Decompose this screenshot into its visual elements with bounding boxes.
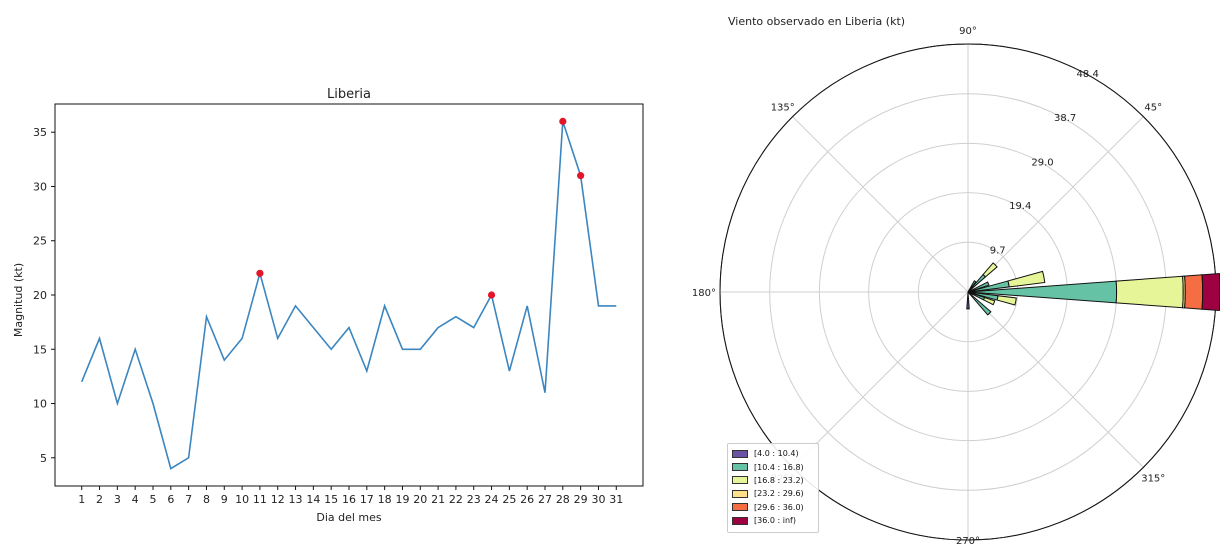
- radial-tick-label: 29.0: [1031, 157, 1053, 168]
- x-tick-label: 8: [203, 493, 210, 506]
- windrose-bar-segment: [969, 281, 990, 292]
- x-tick-label: 29: [574, 493, 588, 506]
- x-axis-label: Dia del mes: [316, 511, 382, 524]
- x-tick-label: 3: [114, 493, 121, 506]
- windrose-bar-segment: [982, 296, 996, 306]
- x-tick-label: 12: [271, 493, 285, 506]
- x-tick-label: 17: [360, 493, 374, 506]
- legend-label: [10.4 : 16.8): [754, 462, 804, 472]
- legend-swatch: [732, 516, 748, 525]
- x-tick-label: 11: [253, 493, 267, 506]
- windrose-legend: [4.0 : 10.4) [10.4 : 16.8) [16.8 : 23.2) [2…: [727, 443, 819, 533]
- y-tick-label: 10: [33, 398, 47, 411]
- series-line: [80, 121, 617, 470]
- x-tick-label: 9: [221, 493, 228, 506]
- legend-swatch: [732, 503, 748, 512]
- legend-entry: [23.2 : 29.6): [732, 487, 818, 500]
- legend-swatch: [732, 476, 748, 485]
- legend-entry: [29.6 : 36.0): [732, 501, 818, 514]
- y-tick-label: 30: [33, 180, 47, 193]
- legend-entry: [16.8 : 23.2): [732, 474, 818, 487]
- x-tick-label: 30: [591, 493, 605, 506]
- windrose-bar-segment: [1201, 273, 1220, 311]
- x-tick-label: 4: [132, 493, 139, 506]
- x-tick-label: 23: [467, 493, 481, 506]
- x-tick-label: 15: [324, 493, 338, 506]
- y-axis-label: Magnitud (kt): [12, 263, 25, 337]
- highlight-point: [559, 117, 567, 125]
- legend-entry: [36.0 : inf): [732, 514, 818, 527]
- legend-label: [23.2 : 29.6): [754, 489, 804, 499]
- radial-tick-label: 19.4: [1009, 201, 1031, 212]
- x-tick-label: 1: [78, 493, 85, 506]
- windrose-bar-segment: [968, 292, 992, 316]
- legend-swatch: [732, 489, 748, 498]
- angular-gridline: [967, 116, 1144, 293]
- y-tick-label: 25: [33, 235, 47, 248]
- angle-tick-label: 270°: [956, 536, 980, 547]
- angle-tick-label: 45°: [1144, 103, 1162, 114]
- x-tick-label: 27: [538, 493, 552, 506]
- x-tick-label: 26: [520, 493, 534, 506]
- x-tick-label: 31: [609, 493, 623, 506]
- windrose-bar-segment: [966, 291, 970, 310]
- highlight-point: [487, 291, 496, 299]
- highlight-point: [577, 172, 585, 180]
- legend-label: [29.6 : 36.0): [754, 502, 804, 512]
- x-tick-label: 28: [556, 493, 570, 506]
- radial-tick-label: 9.7: [990, 245, 1006, 256]
- y-tick-label: 35: [33, 126, 47, 139]
- x-tick-label: 13: [289, 493, 303, 506]
- x-tick-label: 16: [342, 493, 356, 506]
- angular-gridline: [792, 291, 969, 468]
- windrose-bar-segment: [982, 262, 998, 278]
- x-tick-label: 6: [167, 493, 174, 506]
- x-tick-label: 14: [306, 493, 320, 506]
- legend-swatch: [732, 463, 748, 472]
- angular-gridline: [967, 291, 1144, 468]
- x-tick-label: 2: [96, 493, 103, 506]
- x-tick-label: 7: [185, 493, 192, 506]
- angle-tick-label: 315°: [1141, 473, 1165, 484]
- windrose-bar-segment: [996, 295, 1017, 306]
- x-tick-label: 10: [235, 493, 249, 506]
- legend-label: [16.8 : 23.2): [754, 475, 804, 485]
- legend-label: [4.0 : 10.4): [754, 449, 799, 459]
- y-tick-label: 20: [33, 289, 47, 302]
- x-tick-label: 5: [150, 493, 157, 506]
- highlight-point: [256, 269, 264, 277]
- x-tick-label: 18: [378, 493, 392, 506]
- y-tick-label: 15: [33, 343, 47, 356]
- chart-title: Liberia: [327, 87, 371, 102]
- legend-entry: [10.4 : 16.8): [732, 460, 818, 473]
- windrose-bar-segment: [1007, 270, 1046, 288]
- x-tick-label: 19: [395, 493, 409, 506]
- plot-frame: [54, 103, 644, 487]
- legend-entry: [4.0 : 10.4): [732, 447, 818, 460]
- windrose-bar-segment: [968, 280, 977, 291]
- windrose-bar-segment: [1184, 274, 1204, 310]
- angle-tick-label: 180°: [692, 288, 716, 299]
- x-tick-label: 22: [449, 493, 463, 506]
- angular-gridline: [792, 116, 969, 293]
- legend-swatch: [732, 449, 748, 458]
- legend-label: [36.0 : inf): [754, 516, 796, 526]
- x-tick-label: 24: [485, 493, 499, 506]
- windrose-title: Viento observado en Liberia (kt): [728, 15, 905, 28]
- angle-tick-label: 90°: [959, 26, 977, 37]
- radial-tick-label: 38.7: [1054, 113, 1076, 124]
- y-tick-label: 5: [40, 452, 47, 465]
- x-tick-label: 25: [502, 493, 516, 506]
- angle-tick-label: 135°: [771, 103, 795, 114]
- x-tick-label: 21: [431, 493, 445, 506]
- x-tick-label: 20: [413, 493, 427, 506]
- windrose-bar-segment: [1115, 275, 1184, 309]
- radial-tick-label: 48.4: [1077, 69, 1099, 80]
